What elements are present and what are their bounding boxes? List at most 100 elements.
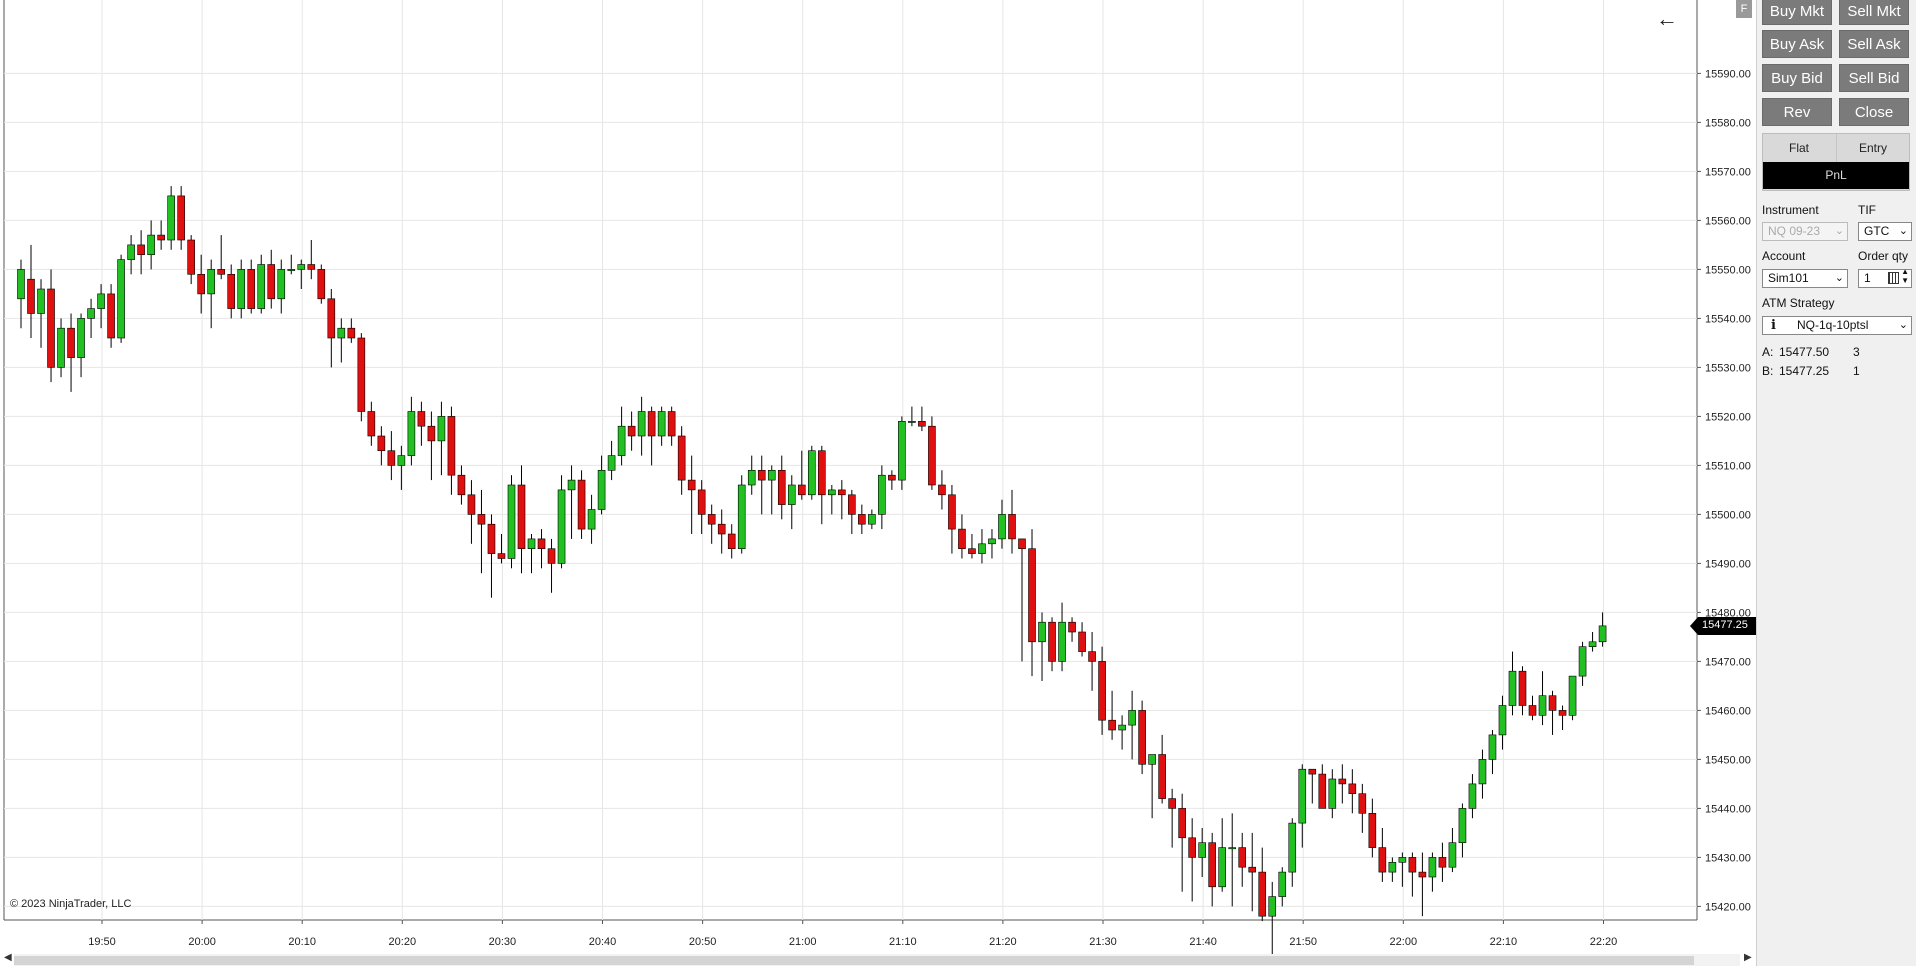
sell-bid-button[interactable]: Sell Bid (1839, 64, 1909, 92)
candle-body (367, 411, 376, 437)
candle-body (727, 533, 736, 549)
account-label: Account (1762, 249, 1806, 263)
candle-body (1328, 778, 1337, 809)
price-tick-label: 15420.00 (1705, 901, 1751, 913)
reverse-button[interactable]: Rev (1762, 98, 1832, 126)
scroll-right-icon[interactable]: ▶ (1744, 952, 1752, 963)
candle-body (948, 494, 956, 530)
candle-body (1148, 754, 1156, 765)
candle-body (1178, 808, 1186, 839)
candle-body (1598, 625, 1607, 643)
candle-body (817, 450, 826, 496)
ask-label: A: (1762, 345, 1774, 359)
instrument-select[interactable]: NQ 09-23 ⌄ (1762, 222, 1848, 241)
candle-body (1338, 778, 1347, 785)
candle-body (1408, 857, 1417, 873)
candle-body (557, 489, 566, 564)
candle-body (677, 435, 686, 481)
candle-body (177, 195, 185, 241)
candle-body (397, 455, 406, 466)
candle-body (407, 411, 416, 456)
candle-body (147, 234, 155, 256)
candle-body (1478, 759, 1487, 785)
candle-body (1368, 812, 1377, 848)
info-icon[interactable]: i (1771, 318, 1776, 333)
scroll-left-icon[interactable]: ◀ (4, 952, 12, 963)
candle-body (1448, 842, 1457, 868)
candle-body (707, 514, 716, 525)
account-select[interactable]: Sim101 ⌄ (1762, 269, 1848, 288)
candle-body (1128, 710, 1136, 726)
candle-body (477, 514, 486, 525)
calculator-icon[interactable] (1888, 272, 1899, 284)
bid-size: 1 (1853, 364, 1860, 378)
candle-body (97, 293, 105, 309)
candle-body (1218, 847, 1226, 888)
tif-select[interactable]: GTC ⌄ (1858, 222, 1912, 241)
candle-body (547, 548, 556, 564)
candle-body (757, 469, 766, 481)
candlestick-chart[interactable]: 15590.00 15580.00 15570.00 15560.00 15550.00… (0, 0, 1756, 966)
candle-body (1308, 768, 1317, 775)
candle-body (187, 239, 195, 275)
scrollbar-thumb[interactable] (14, 956, 1694, 965)
horizontal-scrollbar[interactable] (14, 954, 1740, 966)
candle-body (167, 195, 175, 241)
candle-body (1388, 861, 1397, 873)
candle-body (737, 484, 746, 550)
candle-body (787, 484, 796, 505)
instrument-value: NQ 09-23 (1768, 224, 1821, 238)
time-tick-label: 21:10 (889, 936, 917, 948)
candle-body (918, 420, 926, 427)
left-arrow-icon[interactable]: ← (1656, 6, 1678, 31)
chart-area[interactable]: 15590.00 15580.00 15570.00 15560.00 15550.00… (0, 0, 1756, 966)
sell-market-button[interactable]: Sell Mkt (1839, 0, 1909, 25)
candle-body (928, 425, 936, 486)
f-button[interactable]: F (1736, 0, 1752, 18)
candle-body (968, 548, 976, 554)
candle-body (667, 411, 676, 437)
candle-body (277, 269, 286, 300)
candle-body (1458, 808, 1467, 844)
candle-body (838, 489, 846, 496)
price-tick-label: 15430.00 (1705, 852, 1751, 864)
candle-body (27, 278, 35, 314)
candle-body (587, 509, 596, 530)
candle-body (307, 264, 316, 270)
price-tick-label: 15520.00 (1705, 411, 1751, 423)
candle-body (1008, 514, 1016, 540)
candle-body (1398, 857, 1407, 863)
buy-market-button[interactable]: Buy Mkt (1762, 0, 1832, 25)
order-qty-label: Order qty (1858, 249, 1909, 263)
order-qty-stepper[interactable]: 1 ▲ ▼ (1858, 267, 1912, 288)
time-tick-label: 22:00 (1390, 936, 1418, 948)
candle-body (1348, 783, 1357, 795)
candle-body (1258, 871, 1267, 917)
candle-body (687, 479, 696, 491)
time-tick-label: 20:10 (288, 936, 316, 948)
candle-body (1538, 695, 1547, 716)
candle-body (1428, 857, 1437, 878)
close-button[interactable]: Close (1839, 98, 1909, 126)
stepper-arrows-icon[interactable]: ▲ ▼ (1901, 267, 1909, 285)
time-tick-label: 20:40 (589, 936, 617, 948)
position-status: Flat (1788, 141, 1809, 155)
time-tick-label: 22:20 (1590, 936, 1618, 948)
candle-body (657, 411, 666, 437)
candle-body (747, 469, 756, 486)
price-tick-label: 15590.00 (1705, 68, 1751, 80)
position-display: Flat Entry PnL (1762, 133, 1910, 191)
last-price-marker: 15477.25 (1690, 616, 1756, 636)
buy-ask-button[interactable]: Buy Ask (1762, 30, 1832, 58)
time-tick-label: 20:50 (689, 936, 717, 948)
candle-body (807, 450, 816, 496)
time-tick-label: 20:30 (489, 936, 517, 948)
atm-strategy-select[interactable]: i NQ-1q-10ptsl ⌄ (1762, 316, 1912, 335)
candle-body (627, 425, 636, 437)
candle-body (497, 553, 506, 559)
price-tick-label: 15470.00 (1705, 656, 1751, 668)
buy-bid-button[interactable]: Buy Bid (1762, 64, 1832, 92)
candle-body (457, 474, 466, 496)
sell-ask-button[interactable]: Sell Ask (1839, 30, 1909, 58)
price-tick-label: 15460.00 (1705, 705, 1751, 717)
